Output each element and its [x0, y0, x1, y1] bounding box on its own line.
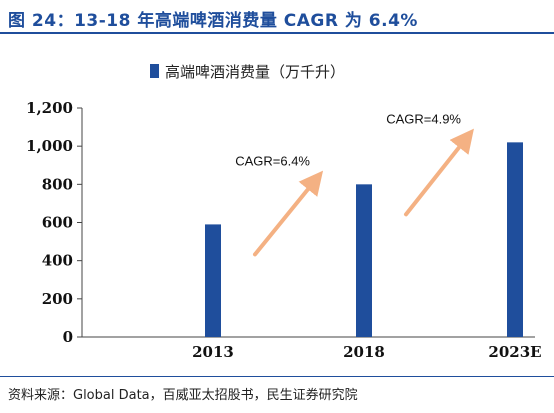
y-tick-label: 1,000	[26, 137, 73, 155]
x-tick-label: 2018	[343, 343, 385, 361]
bar-2023E	[507, 142, 523, 337]
legend: 高端啤酒消费量（万千升）	[150, 60, 345, 82]
cagr-label: CAGR=4.9%	[386, 111, 461, 126]
x-tick-label: 2023E	[488, 343, 541, 361]
cagr-label: CAGR=6.4%	[235, 153, 310, 168]
cagr-arrow	[404, 128, 474, 217]
y-tick-label: 0	[63, 328, 73, 346]
bar-2018	[356, 184, 372, 337]
source-note: 资料来源：Global Data，百威亚太招股书，民生证券研究院	[8, 388, 358, 403]
y-tick-label: 400	[42, 252, 73, 270]
chart-title: 图 24：13-18 年高端啤酒消费量 CAGR 为 6.4%	[8, 11, 418, 31]
source-divider	[0, 376, 554, 377]
cagr-arrow	[253, 170, 324, 257]
y-tick-label: 200	[42, 290, 73, 308]
y-tick-label: 600	[42, 214, 73, 232]
legend-swatch	[150, 64, 159, 78]
bar-2013	[205, 224, 221, 337]
title-divider	[0, 32, 554, 34]
y-tick-label: 800	[42, 175, 73, 193]
y-tick-label: 1,200	[26, 99, 73, 117]
legend-label: 高端啤酒消费量（万千升）	[165, 62, 346, 81]
x-tick-label: 2013	[192, 343, 234, 361]
